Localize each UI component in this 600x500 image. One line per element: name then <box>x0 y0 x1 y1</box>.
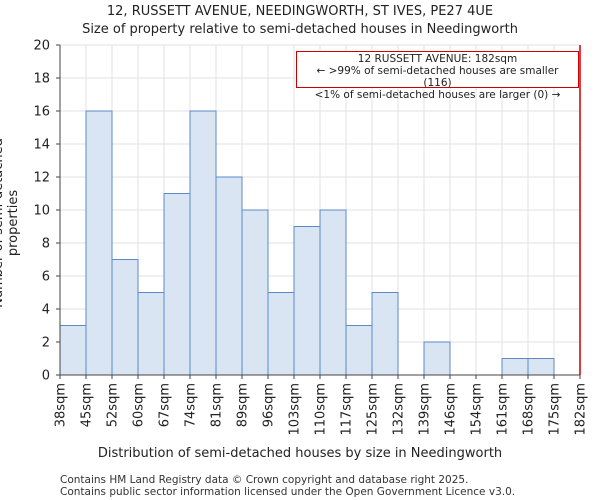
bar <box>501 358 529 376</box>
annotation-line-1: 12 RUSSETT AVENUE: 182sqm <box>357 53 518 65</box>
x-axis-label: Distribution of semi-detached houses by … <box>97 446 503 461</box>
y-tick-label: 10 <box>33 204 50 219</box>
y-tick-label: 18 <box>33 72 50 87</box>
x-tick-label: 67sqm <box>158 383 173 427</box>
y-tick-label: 4 <box>42 303 50 318</box>
y-tick-label: 20 <box>33 39 50 54</box>
x-tick-label: 125sqm <box>366 383 381 436</box>
bar <box>241 209 269 376</box>
x-tick-label: 182sqm <box>574 383 589 436</box>
bar <box>345 325 373 376</box>
x-tick-label: 175sqm <box>548 383 563 436</box>
x-tick-label: 117sqm <box>340 383 355 436</box>
bar <box>267 292 295 376</box>
bar <box>527 358 555 376</box>
y-tick-label: 16 <box>33 105 50 120</box>
footer-line-2: Contains public sector information licen… <box>60 486 516 498</box>
x-tick-label: 89sqm <box>236 383 251 427</box>
bar <box>137 292 165 376</box>
annotation-box: 12 RUSSETT AVENUE: 182sqm ← >99% of semi… <box>296 51 579 101</box>
x-tick-label: 168sqm <box>522 383 537 436</box>
bar <box>423 341 451 376</box>
bar <box>59 325 87 376</box>
x-tick-label: 103sqm <box>288 383 303 436</box>
bar <box>319 209 347 376</box>
x-tick-label: 45sqm <box>80 383 95 427</box>
bar <box>111 259 139 376</box>
annotation-line-3: <1% of semi-detached houses are larger (… <box>314 89 561 101</box>
x-tick-label: 139sqm <box>418 383 433 436</box>
x-tick-label: 161sqm <box>496 383 511 436</box>
y-tick-label: 6 <box>42 270 50 285</box>
y-axis-label: Number of semi-detached properties <box>0 138 21 308</box>
footer-line-1: Contains HM Land Registry data © Crown c… <box>60 474 469 486</box>
y-tick-label: 12 <box>33 171 50 186</box>
x-tick-label: 60sqm <box>132 383 147 427</box>
bar <box>189 110 217 376</box>
x-tick-label: 154sqm <box>470 383 485 436</box>
x-tick-label: 38sqm <box>54 383 69 427</box>
chart-subtitle: Size of property relative to semi-detach… <box>82 22 518 37</box>
x-tick-label: 146sqm <box>444 383 459 436</box>
bar <box>163 193 191 376</box>
x-tick-label: 96sqm <box>262 383 277 427</box>
y-tick-label: 8 <box>42 237 50 252</box>
y-tick-label: 2 <box>42 336 50 351</box>
y-tick-label: 14 <box>33 138 50 153</box>
annotation-line-2: ← >99% of semi-detached houses are small… <box>316 65 559 89</box>
x-tick-label: 52sqm <box>106 383 121 427</box>
x-tick-label: 110sqm <box>314 383 329 436</box>
chart-title: 12, RUSSETT AVENUE, NEEDINGWORTH, ST IVE… <box>106 4 494 19</box>
x-tick-label: 132sqm <box>392 383 407 436</box>
x-tick-label: 74sqm <box>184 383 199 427</box>
bar <box>293 226 321 376</box>
bar <box>371 292 399 376</box>
bar <box>85 110 113 376</box>
x-tick-label: 81sqm <box>210 383 225 427</box>
y-tick-label: 0 <box>42 369 50 384</box>
bar <box>215 176 243 376</box>
